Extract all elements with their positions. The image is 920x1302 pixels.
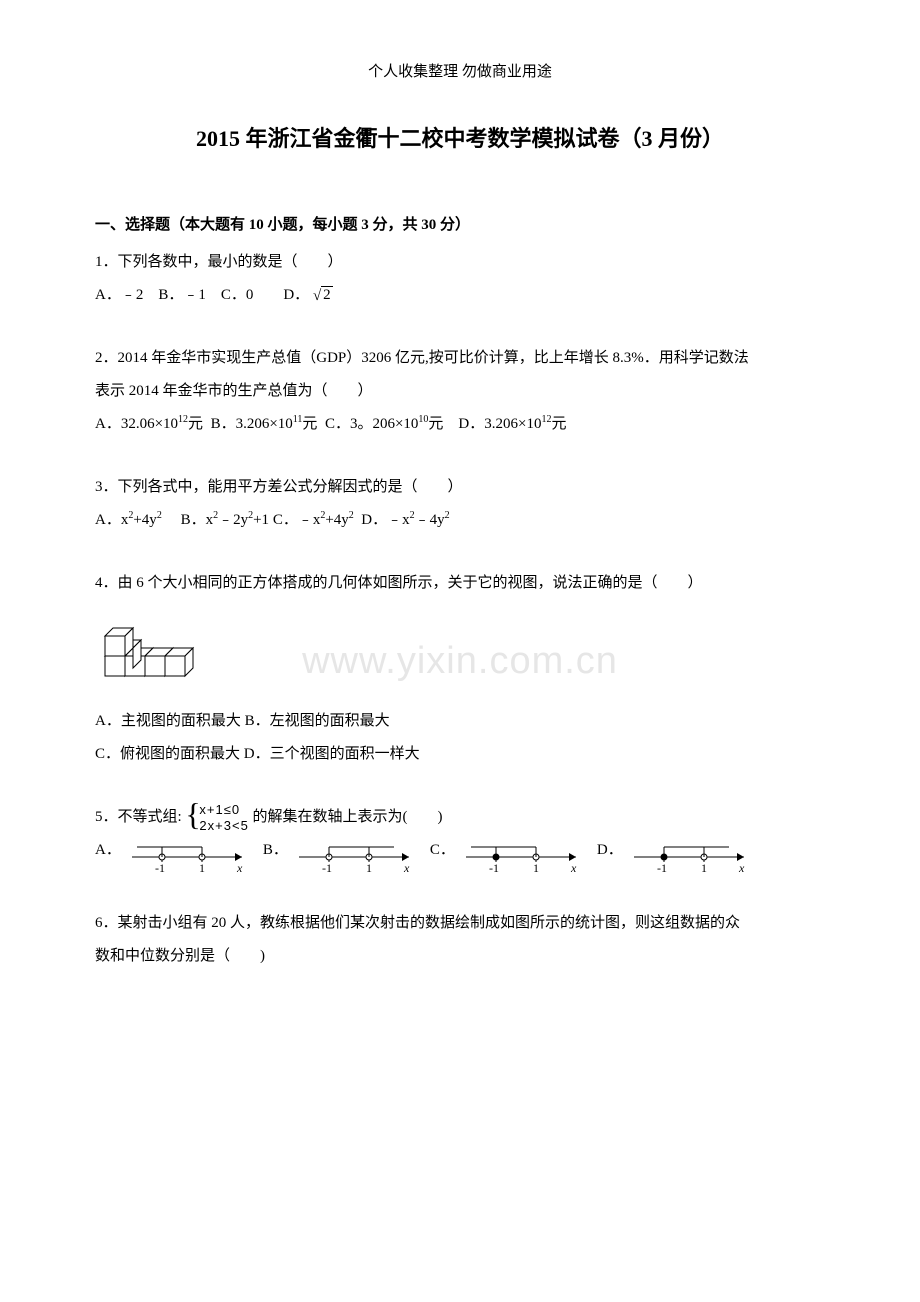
- q3-b-mid: ﹣2y: [218, 512, 248, 528]
- q5-options: A． -1 1 x B．: [95, 834, 825, 877]
- question-6: 6．某射击小组有 20 人，教练根据他们某次射击的数据绘制成如图所示的统计图，则…: [95, 907, 825, 973]
- q4-opts-row1: A．主视图的面积最大 B．左视图的面积最大: [95, 705, 825, 738]
- question-5: 5．不等式组: x+1≤0 2x+3<5 的解集在数轴上表示为( ) A．: [95, 801, 825, 877]
- question-2: 2．2014 年金华市实现生产总值（GDP）3206 亿元,按可比价计算，比上年…: [95, 342, 825, 441]
- svg-text:1: 1: [533, 861, 539, 875]
- brace-expression: x+1≤0 2x+3<5: [185, 802, 248, 834]
- svg-text:-1: -1: [657, 861, 667, 875]
- q2-b-exp: 11: [293, 414, 303, 425]
- q1-options: A．﹣2 B．﹣1 C．0 D． 2: [95, 279, 825, 312]
- question-4: 4．由 6 个大小相同的正方体搭成的几何体如图所示，关于它的视图，说法正确的是（…: [95, 567, 825, 771]
- q6-line2: 数和中位数分别是（ ): [95, 940, 825, 973]
- q3-c-s2: 2: [349, 510, 354, 521]
- q2-opt-a: A．32.06×10: [95, 416, 178, 432]
- svg-text:1: 1: [199, 861, 205, 875]
- sqrt-icon: 2: [313, 279, 333, 312]
- header-note: 个人收集整理 勿做商业用途: [95, 60, 825, 81]
- q5-pre: 5．不等式组:: [95, 809, 182, 825]
- q2-c-unit: 元: [428, 416, 443, 432]
- q5-ineq-row1: x+1≤0: [199, 802, 248, 818]
- q2-opt-b: B．3.206×10: [211, 416, 293, 432]
- svg-text:x: x: [570, 861, 577, 875]
- question-1: 1．下列各数中，最小的数是（ ） A．﹣2 B．﹣1 C．0 D． 2: [95, 246, 825, 312]
- q2-opt-c: C．3。206×10: [325, 416, 418, 432]
- q1-radicand: 2: [321, 286, 333, 303]
- q2-d-exp: 12: [541, 414, 551, 425]
- q2-line2: 表示 2014 年金华市的生产总值为（ ）: [95, 375, 825, 408]
- q4-stem: 4．由 6 个大小相同的正方体搭成的几何体如图所示，关于它的视图，说法正确的是（…: [95, 567, 825, 600]
- q5-post: 的解集在数轴上表示为( ): [253, 809, 443, 825]
- q1-stem: 1．下列各数中，最小的数是（ ）: [95, 246, 825, 279]
- q5-lbl-d: D．: [597, 834, 623, 877]
- q3-a-pre: A．x: [95, 512, 128, 528]
- svg-text:-1: -1: [322, 861, 332, 875]
- q2-c-exp: 10: [418, 414, 428, 425]
- q4-opts-row2: C．俯视图的面积最大 D．三个视图的面积一样大: [95, 738, 825, 771]
- q5-lbl-a: A．: [95, 834, 121, 877]
- svg-text:x: x: [403, 861, 410, 875]
- q3-c-mid: +4y: [325, 512, 348, 528]
- q3-b-pre: B．x: [181, 512, 214, 528]
- q2-line1: 2．2014 年金华市实现生产总值（GDP）3206 亿元,按可比价计算，比上年…: [95, 342, 825, 375]
- q3-b-tail: +1: [253, 512, 269, 528]
- q4-opt-d: D．三个视图的面积一样大: [244, 746, 420, 762]
- svg-text:-1: -1: [489, 861, 499, 875]
- q6-line1: 6．某射击小组有 20 人，教练根据他们某次射击的数据绘制成如图所示的统计图，则…: [95, 907, 825, 940]
- q3-options: A．x2+4y2 B．x2﹣2y2+1 C．﹣x2+4y2 D．﹣x2﹣4y2: [95, 504, 825, 537]
- question-3: 3．下列各式中，能用平方差公式分解因式的是（ ） A．x2+4y2 B．x2﹣2…: [95, 471, 825, 537]
- q2-a-unit: 元: [188, 416, 203, 432]
- page-title: 2015 年浙江省金衢十二校中考数学模拟试卷（3 月份）: [95, 121, 825, 153]
- svg-text:x: x: [236, 861, 243, 875]
- cube-figure: [95, 606, 825, 699]
- q4-opt-b: B．左视图的面积最大: [245, 713, 390, 729]
- q3-d-s2: 2: [445, 510, 450, 521]
- q2-d-unit: 元: [551, 416, 566, 432]
- q5-lbl-c: C．: [430, 834, 455, 877]
- numline-d-icon: -1 1 x: [629, 837, 759, 877]
- numline-c-icon: -1 1 x: [461, 837, 591, 877]
- q1-opts-text: A．﹣2 B．﹣1 C．0 D．: [95, 287, 309, 303]
- q3-d-pre: D．﹣x: [361, 512, 409, 528]
- q3-a-mid: +4y: [133, 512, 156, 528]
- svg-text:x: x: [738, 861, 745, 875]
- q2-b-unit: 元: [302, 416, 317, 432]
- svg-text:-1: -1: [155, 861, 165, 875]
- numline-b-icon: -1 1 x: [294, 837, 424, 877]
- svg-text:1: 1: [366, 861, 372, 875]
- cube-svg-icon: [95, 606, 235, 686]
- q3-a-s2: 2: [157, 510, 162, 521]
- q3-c-pre: C．﹣x: [273, 512, 321, 528]
- q2-options: A．32.06×1012元 B．3.206×1011元 C．3。206×1010…: [95, 408, 825, 441]
- q3-d-mid: ﹣4y: [415, 512, 445, 528]
- q2-opt-d: D．3.206×10: [458, 416, 541, 432]
- q4-opt-a: A．主视图的面积最大: [95, 713, 241, 729]
- svg-text:1: 1: [701, 861, 707, 875]
- q5-ineq-row2: 2x+3<5: [199, 818, 248, 834]
- section-heading-1: 一、选择题（本大题有 10 小题，每小题 3 分，共 30 分）: [95, 213, 825, 234]
- q5-stem-line: 5．不等式组: x+1≤0 2x+3<5 的解集在数轴上表示为( ): [95, 801, 825, 834]
- q2-a-exp: 12: [178, 414, 188, 425]
- numline-a-icon: -1 1 x: [127, 837, 257, 877]
- q4-opt-c: C．俯视图的面积最大: [95, 746, 240, 762]
- q3-stem: 3．下列各式中，能用平方差公式分解因式的是（ ）: [95, 471, 825, 504]
- q5-lbl-b: B．: [263, 834, 288, 877]
